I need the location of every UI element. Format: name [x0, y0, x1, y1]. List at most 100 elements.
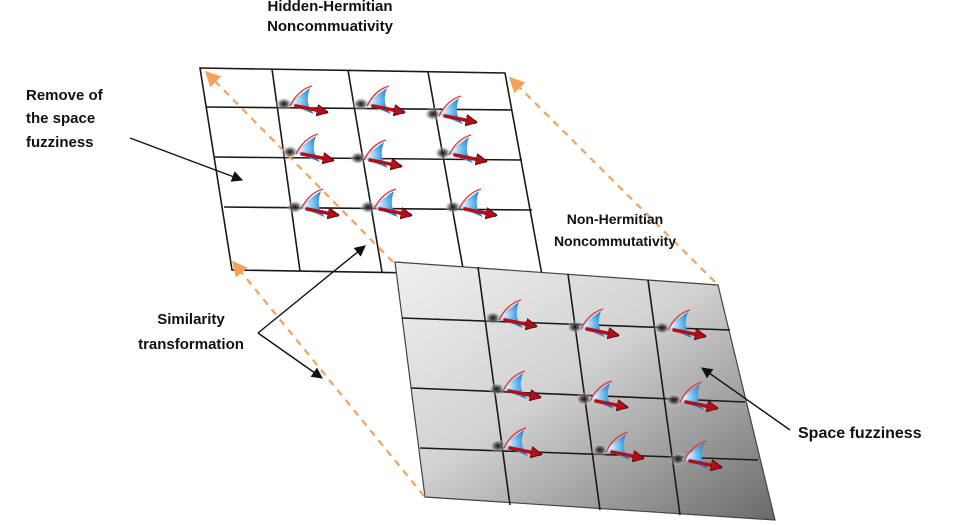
spin-glyph	[653, 309, 704, 338]
remove-fuzziness-label: Remove of the space fuzziness	[26, 84, 103, 154]
dashed-arrow-top-left	[204, 70, 394, 263]
space-fuzziness-pointer	[701, 367, 791, 431]
gaussian-blob-icon	[444, 200, 462, 214]
gaussian-blob-icon	[434, 146, 452, 160]
red-arrow-icon	[585, 327, 617, 335]
wedge-edge-icon	[289, 85, 313, 107]
space-fuzziness-text: Space fuzziness	[798, 425, 922, 442]
spin-glyph	[566, 308, 617, 337]
wedge-edge-icon	[498, 299, 522, 321]
gaussian-blob-icon	[489, 439, 507, 453]
wedge-edge-icon	[580, 308, 604, 330]
remove-line3: fuzziness	[26, 133, 94, 151]
gaussian-blob-icon	[591, 443, 609, 457]
spin-glyph	[286, 188, 337, 217]
gaussian-blob-icon	[349, 151, 367, 165]
wedge-edge-icon	[300, 188, 324, 210]
spin-glyph	[489, 427, 540, 456]
spin-glyphs	[275, 85, 720, 469]
wedge-edge-icon	[683, 440, 707, 462]
spin-glyph	[484, 299, 535, 328]
top-plane-title: Hidden-Hermitian Noncommuativity	[240, 0, 420, 38]
gaussian-blob-icon	[352, 97, 370, 111]
spin-glyph	[349, 139, 400, 168]
bottom-plane-title: Non-Hermitian Noncommutativity	[525, 208, 705, 253]
wedge-edge-icon	[503, 427, 527, 449]
gaussian-blob-icon	[665, 393, 683, 407]
gaussian-blob-icon	[484, 311, 502, 325]
similarity-line2: transformation	[138, 335, 244, 353]
wedge-edge-icon	[605, 431, 629, 453]
similarity-pointer-upper	[257, 245, 366, 334]
wedge-edge-icon	[458, 188, 482, 210]
gaussian-blob-icon	[575, 392, 593, 406]
top-plane-title-line1: Hidden-Hermitian	[267, 0, 393, 15]
wedge-edge-icon	[373, 188, 397, 210]
red-arrow-icon	[294, 104, 326, 112]
similarity-line1: Similarity	[157, 311, 225, 328]
wedge-edge-icon	[502, 370, 526, 392]
gaussian-blob-icon	[488, 382, 506, 396]
wedge-edge-icon	[438, 95, 462, 117]
red-arrow-icon	[305, 207, 337, 215]
spin-glyph	[424, 95, 475, 124]
remove-line2: the space	[26, 110, 96, 128]
spin-glyph	[575, 380, 626, 409]
red-arrow-icon	[443, 114, 475, 122]
spin-glyph	[434, 134, 485, 163]
wedge-edge-icon	[589, 380, 613, 402]
gaussian-blob-icon	[281, 145, 299, 159]
bottom-plane-title-line2: Noncommutativity	[553, 233, 677, 250]
spin-glyph	[665, 381, 716, 410]
similarity-pointer-lower	[257, 332, 323, 379]
dashed-arrow-bottom-left	[232, 260, 425, 497]
bottom-plane-surface	[394, 261, 776, 521]
red-arrow-icon	[371, 104, 403, 112]
red-arrow-icon	[507, 389, 539, 397]
red-arrow-icon	[453, 153, 485, 161]
wedge-edge-icon	[667, 309, 691, 331]
wedge-edge-icon	[679, 381, 703, 403]
top-plane-title-line2: Noncommuativity	[267, 18, 393, 36]
gaussian-blob-icon	[275, 97, 293, 111]
red-arrow-icon	[610, 450, 642, 458]
similarity-dashed-arrows	[204, 70, 716, 497]
red-arrow-icon	[300, 152, 332, 160]
gaussian-blob-icon	[424, 107, 442, 121]
space-fuzziness-label: Space fuzziness	[798, 423, 922, 445]
similarity-transformation-label: Similarity transformation	[126, 308, 256, 358]
spin-glyph	[359, 188, 410, 217]
spin-glyph	[591, 431, 642, 460]
gaussian-blob-icon	[653, 321, 671, 335]
red-arrow-icon	[463, 207, 495, 215]
red-arrow-icon	[684, 400, 716, 408]
spin-glyph	[444, 188, 495, 217]
spin-glyph	[669, 440, 720, 469]
bottom-plane-title-line1: Non-Hermitian	[566, 211, 664, 227]
gaussian-blob-icon	[359, 200, 377, 214]
red-arrow-icon	[594, 399, 626, 407]
red-arrow-icon	[378, 207, 410, 215]
red-arrow-icon	[672, 328, 704, 336]
gaussian-blob-icon	[566, 320, 584, 334]
wedge-edge-icon	[363, 139, 387, 161]
dashed-arrow-top-right	[508, 76, 716, 283]
remove-fuzziness-pointer	[129, 137, 244, 182]
red-arrow-icon	[688, 459, 720, 467]
gaussian-blob-icon	[669, 452, 687, 466]
wedge-edge-icon	[366, 85, 390, 107]
red-arrow-icon	[503, 318, 535, 326]
spin-glyph	[352, 85, 403, 114]
red-arrow-icon	[368, 158, 400, 166]
pointer-arrows	[129, 137, 791, 431]
spin-glyph	[275, 85, 326, 114]
gaussian-blob-icon	[286, 200, 304, 214]
spin-glyph	[281, 133, 332, 162]
red-arrow-icon	[508, 446, 540, 454]
wedge-edge-icon	[295, 133, 319, 155]
remove-line1: Remove of	[26, 87, 103, 104]
spin-glyph	[488, 370, 539, 399]
wedge-edge-icon	[448, 134, 472, 156]
bottom-plane	[394, 261, 776, 521]
